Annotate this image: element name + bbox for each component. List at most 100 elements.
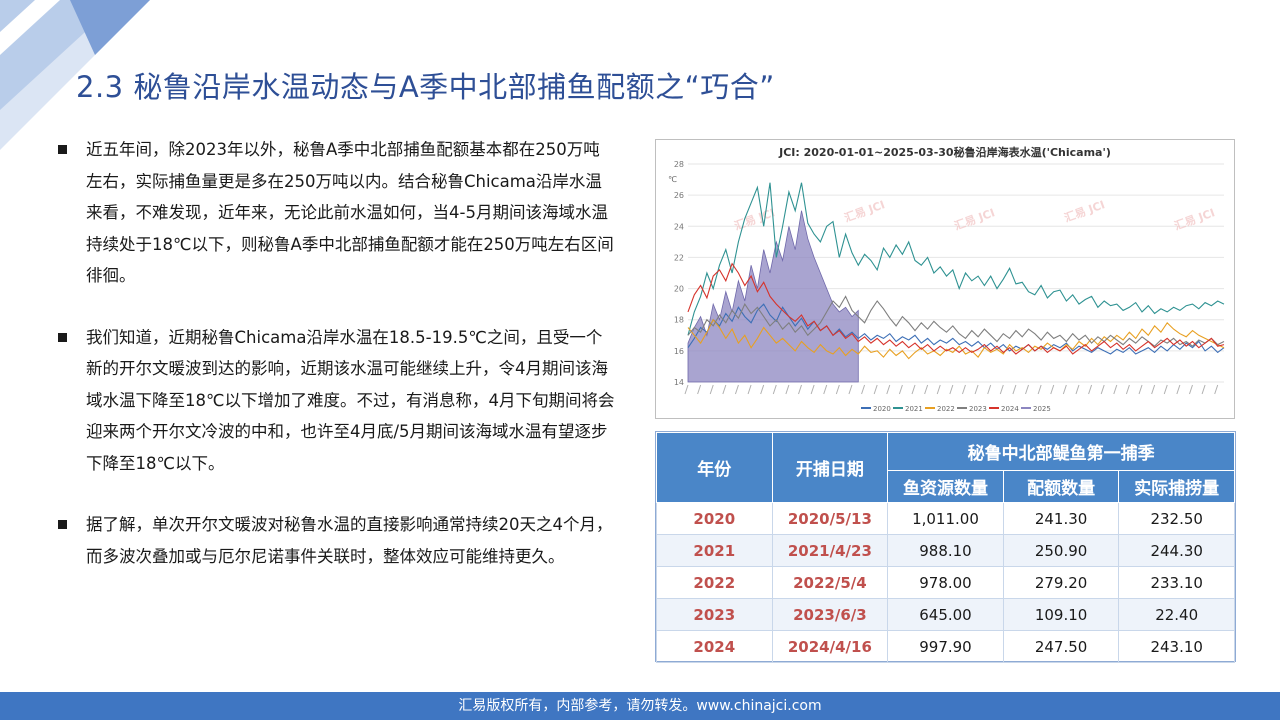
y-tick-label: 24 bbox=[674, 222, 684, 231]
legend-label: 2020 bbox=[873, 405, 891, 413]
catch-quota-table-container: 年份 开捕日期 秘鲁中北部鳀鱼第一捕季 鱼资源数量 配额数量 实际捕捞量 202… bbox=[655, 431, 1236, 663]
cell-quota: 241.30 bbox=[1002, 502, 1120, 535]
header-season-group: 秘鲁中北部鳀鱼第一捕季 bbox=[887, 432, 1235, 471]
cell-quota: 247.50 bbox=[1002, 630, 1120, 663]
watermark-text: 汇易 JCI bbox=[1173, 206, 1217, 233]
cell-catch: 244.30 bbox=[1118, 534, 1235, 567]
cell-catch: 232.50 bbox=[1118, 502, 1235, 535]
series-2025-area bbox=[687, 210, 859, 383]
x-tick-mark bbox=[835, 384, 840, 395]
table-row: 2023 2023/6/3 645.00 109.10 22.40 bbox=[656, 598, 1235, 631]
bullet-item: 我们知道，近期秘鲁Chicama沿岸水温在18.5-19.5℃之间，且受一个新的… bbox=[56, 322, 616, 480]
x-tick-mark bbox=[936, 384, 941, 395]
x-tick-mark bbox=[722, 384, 727, 395]
bullet-square-icon bbox=[58, 520, 67, 529]
x-tick-mark bbox=[1050, 384, 1055, 395]
cell-year: 2022 bbox=[656, 566, 773, 599]
legend-label: 2024 bbox=[1001, 405, 1019, 413]
x-tick-mark bbox=[1163, 384, 1168, 395]
x-tick-mark bbox=[734, 384, 739, 395]
y-tick-label: 14 bbox=[674, 378, 684, 387]
corner-decoration bbox=[0, 0, 150, 150]
cell-biomass: 997.90 bbox=[887, 630, 1004, 663]
x-tick-mark bbox=[961, 384, 966, 395]
footer-text: 汇易版权所有，内部参考，请勿转发。www.chinajci.com bbox=[458, 698, 822, 714]
watermark-text: 汇易 JCI bbox=[843, 198, 887, 225]
series-2021-line bbox=[687, 182, 1225, 336]
chart-legend: 2020 2021 2022 2023 2024 2025 bbox=[861, 405, 1051, 413]
cell-biomass: 645.00 bbox=[887, 598, 1004, 631]
header-biomass: 鱼资源数量 bbox=[887, 470, 1004, 503]
y-tick-label: 22 bbox=[674, 253, 684, 262]
bullet-square-icon bbox=[58, 332, 67, 342]
x-tick-mark bbox=[898, 384, 903, 395]
x-tick-mark bbox=[999, 384, 1004, 395]
x-tick-mark bbox=[861, 384, 866, 395]
chart-series bbox=[687, 182, 1225, 383]
table-row: 2024 2024/4/16 997.90 247.50 243.10 bbox=[656, 630, 1235, 663]
x-tick-mark bbox=[1075, 384, 1080, 395]
table-row: 2021 2021/4/23 988.10 250.90 244.30 bbox=[656, 534, 1235, 567]
cell-year: 2024 bbox=[656, 630, 773, 663]
bullet-text: 我们知道，近期秘鲁Chicama沿岸水温在18.5-19.5℃之间，且受一个新的… bbox=[86, 327, 615, 473]
water-temperature-chart: JCI: 2020-01-01~2025-03-30秘鲁沿岸海表水温('Chic… bbox=[655, 139, 1235, 419]
x-tick-mark bbox=[697, 384, 702, 395]
cell-biomass: 988.10 bbox=[887, 534, 1004, 567]
cell-catch: 233.10 bbox=[1118, 566, 1235, 599]
bullet-list: 近五年间，除2023年以外，秘鲁A季中北部捕鱼配额基本都在250万吨左右，实际捕… bbox=[56, 134, 616, 602]
x-tick-mark bbox=[1201, 384, 1206, 395]
x-tick-mark bbox=[785, 384, 790, 395]
y-tick-label: 18 bbox=[674, 316, 684, 325]
catch-quota-table: 年份 开捕日期 秘鲁中北部鳀鱼第一捕季 鱼资源数量 配额数量 实际捕捞量 202… bbox=[656, 432, 1235, 663]
x-tick-mark bbox=[1037, 384, 1042, 395]
x-tick-mark bbox=[1125, 384, 1130, 395]
series-2022-line bbox=[687, 318, 1225, 360]
cell-quota: 250.90 bbox=[1002, 534, 1120, 567]
y-tick-label: 28 bbox=[674, 160, 684, 169]
chart-canvas: JCI: 2020-01-01~2025-03-30秘鲁沿岸海表水温('Chic… bbox=[668, 145, 1225, 413]
x-tick-mark bbox=[1113, 384, 1118, 395]
watermark-text: 汇易 JCI bbox=[1063, 198, 1107, 225]
bullet-text: 近五年间，除2023年以外，秘鲁A季中北部捕鱼配额基本都在250万吨左右，实际捕… bbox=[86, 140, 614, 285]
x-tick-mark bbox=[911, 384, 916, 395]
cell-quota: 279.20 bbox=[1002, 566, 1120, 599]
cell-open-date: 2023/6/3 bbox=[771, 598, 889, 631]
bullet-item: 据了解，单次开尔文暖波对秘鲁水温的直接影响通常持续20天之4个月，而多波次叠加或… bbox=[56, 509, 616, 572]
cell-open-date: 2021/4/23 bbox=[771, 534, 889, 567]
bullet-text: 据了解，单次开尔文暖波对秘鲁水温的直接影响通常持续20天之4个月，而多波次叠加或… bbox=[86, 515, 613, 566]
cell-catch: 243.10 bbox=[1118, 630, 1235, 663]
y-tick-label: 16 bbox=[674, 347, 684, 356]
x-tick-mark bbox=[924, 384, 929, 395]
x-tick-mark bbox=[873, 384, 878, 395]
chart-axes: 14 16 18 20 22 24 26 28 bbox=[674, 160, 1219, 395]
header-catch: 实际捕捞量 bbox=[1118, 470, 1235, 503]
y-tick-label: 26 bbox=[674, 191, 684, 200]
series-2024-line bbox=[687, 262, 1225, 355]
x-tick-mark bbox=[974, 384, 979, 395]
chart-title: JCI: 2020-01-01~2025-03-30秘鲁沿岸海表水温('Chic… bbox=[778, 145, 1111, 159]
table-row: 2020 2020/5/13 1,011.00 241.30 232.50 bbox=[656, 502, 1235, 535]
x-tick-mark bbox=[1062, 384, 1067, 395]
x-tick-mark bbox=[1088, 384, 1093, 395]
x-tick-mark bbox=[823, 384, 828, 395]
cell-biomass: 1,011.00 bbox=[887, 502, 1004, 535]
cell-biomass: 978.00 bbox=[887, 566, 1004, 599]
x-tick-mark bbox=[798, 384, 802, 395]
x-tick-mark bbox=[810, 384, 815, 395]
x-tick-mark bbox=[848, 384, 853, 395]
header-year: 年份 bbox=[656, 432, 773, 503]
chart-y-axis-label: ℃ bbox=[668, 175, 677, 184]
bullet-square-icon bbox=[58, 145, 67, 154]
x-tick-mark bbox=[760, 384, 765, 395]
cell-open-date: 2020/5/13 bbox=[771, 502, 889, 535]
x-tick-mark bbox=[1012, 384, 1017, 395]
x-tick-mark bbox=[949, 384, 954, 395]
header-open-date: 开捕日期 bbox=[771, 432, 889, 503]
series-2023-line bbox=[687, 295, 1225, 347]
watermark-text: 汇易 JCI bbox=[953, 206, 997, 233]
cell-catch: 22.40 bbox=[1118, 598, 1235, 631]
x-tick-mark bbox=[1151, 384, 1156, 395]
cell-open-date: 2024/4/16 bbox=[771, 630, 889, 663]
x-tick-mark bbox=[772, 384, 777, 395]
cell-year: 2023 bbox=[656, 598, 773, 631]
